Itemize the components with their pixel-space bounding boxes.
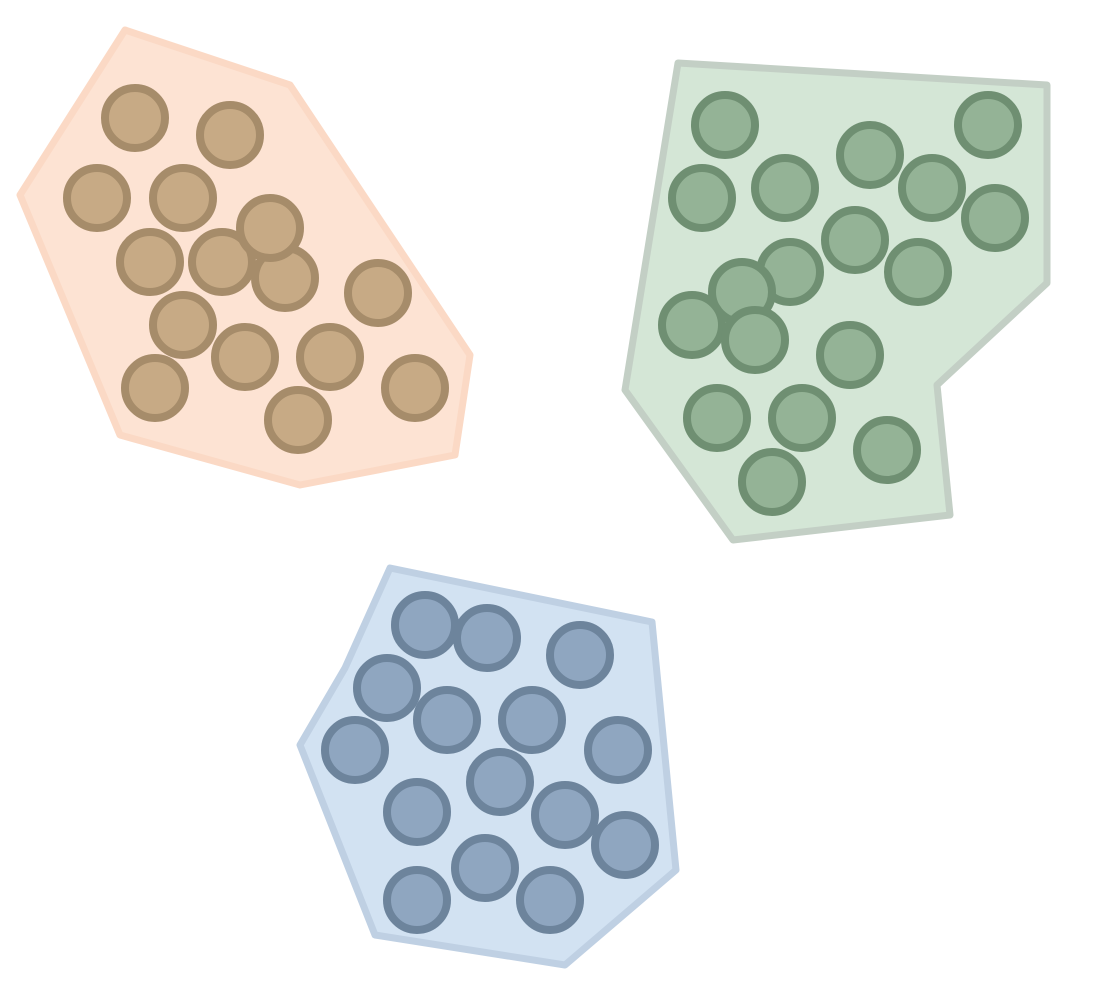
cluster-point-blue-15 xyxy=(516,866,584,934)
cluster-point-green-1 xyxy=(691,91,759,159)
cluster-green xyxy=(621,59,1051,544)
cluster-point-green-6 xyxy=(751,154,819,222)
cluster-point-orange-4 xyxy=(149,164,217,232)
cluster-orange xyxy=(16,26,474,489)
cluster-point-green-4 xyxy=(898,154,966,222)
cluster-point-green-14 xyxy=(816,321,884,389)
cluster-point-blue-2 xyxy=(453,604,521,672)
cluster-point-orange-5 xyxy=(116,228,184,296)
cluster-point-blue-1 xyxy=(391,591,459,659)
cluster-point-blue-3 xyxy=(546,621,614,689)
cluster-point-green-17 xyxy=(853,416,921,484)
cluster-point-orange-10 xyxy=(149,291,217,359)
cluster-point-blue-9 xyxy=(466,748,534,816)
cluster-point-blue-5 xyxy=(413,686,481,754)
cluster-point-blue-13 xyxy=(451,834,519,902)
cluster-point-green-15 xyxy=(683,384,751,452)
cluster-point-green-8 xyxy=(821,206,889,274)
cluster-point-orange-3 xyxy=(63,164,131,232)
cluster-point-green-16 xyxy=(768,384,836,452)
cluster-point-orange-11 xyxy=(211,323,279,391)
cluster-point-blue-6 xyxy=(498,686,566,754)
cluster-point-blue-8 xyxy=(321,716,389,784)
cluster-point-green-3 xyxy=(836,121,904,189)
cluster-point-orange-15 xyxy=(264,386,332,454)
cluster-point-blue-14 xyxy=(383,866,451,934)
cluster-point-green-12 xyxy=(658,291,726,359)
cluster-point-blue-10 xyxy=(531,781,599,849)
cluster-point-orange-2 xyxy=(196,101,264,169)
cluster-point-blue-12 xyxy=(591,811,659,879)
cluster-point-blue-11 xyxy=(383,778,451,846)
cluster-point-green-7 xyxy=(961,184,1029,252)
cluster-point-orange-1 xyxy=(101,84,169,152)
cluster-point-blue-7 xyxy=(584,716,652,784)
cluster-point-orange-12 xyxy=(296,323,364,391)
cluster-point-orange-9 xyxy=(344,259,412,327)
cluster-point-orange-14 xyxy=(381,354,449,422)
cluster-point-orange-6 xyxy=(188,228,256,296)
cluster-point-green-5 xyxy=(668,164,736,232)
cluster-point-orange-13 xyxy=(121,354,189,422)
cluster-point-green-13 xyxy=(721,306,789,374)
cluster-point-orange-8 xyxy=(236,194,304,262)
cluster-point-green-9 xyxy=(884,238,952,306)
cluster-point-green-18 xyxy=(738,448,806,516)
cluster-blue xyxy=(296,564,680,969)
cluster-point-green-2 xyxy=(954,91,1022,159)
cluster-point-blue-4 xyxy=(353,654,421,722)
